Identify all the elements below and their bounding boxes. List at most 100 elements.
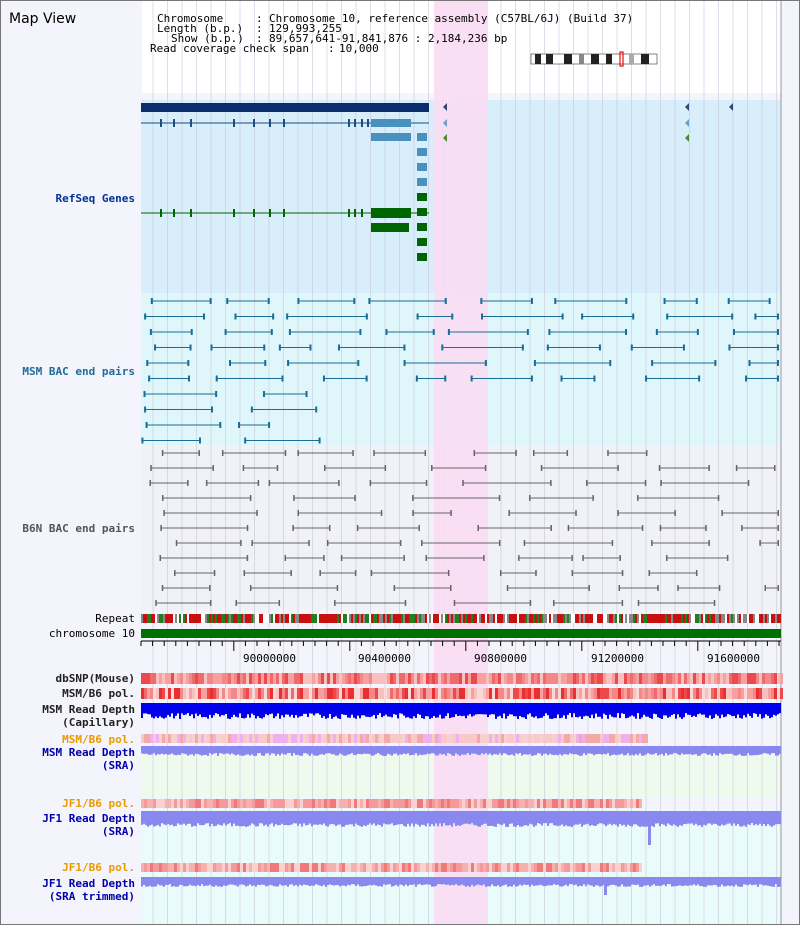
heat-cell	[675, 688, 678, 699]
heat-cell	[528, 734, 531, 743]
heat-cell	[327, 673, 330, 684]
repeat-block	[413, 614, 415, 623]
heat-cell	[609, 688, 612, 699]
b6n-bac-end	[187, 480, 189, 486]
repeat-block	[571, 614, 573, 623]
depth-bar	[723, 746, 725, 755]
depth-bar	[667, 811, 669, 824]
heat-cell	[366, 799, 369, 808]
repeat-block	[241, 614, 243, 623]
depth-bar	[579, 703, 581, 717]
heat-cell	[417, 734, 420, 743]
b6n-bac-end	[540, 465, 543, 471]
refseq-exon	[190, 209, 192, 217]
depth-bar	[253, 703, 255, 716]
heat-cell	[399, 863, 402, 872]
depth-bar	[297, 877, 299, 887]
depth-bar	[315, 811, 317, 825]
depth-bar	[463, 811, 465, 824]
depth-bar	[335, 703, 337, 717]
heat-cell	[534, 688, 537, 699]
track-label-b6n-bac[interactable]: B6N BAC end pairs	[22, 522, 135, 535]
depth-bar	[353, 746, 355, 755]
heat-cell	[294, 863, 297, 872]
depth-bar	[551, 811, 553, 824]
depth-bar	[343, 877, 345, 886]
repeat-block	[201, 614, 203, 623]
heat-cell	[357, 673, 360, 684]
depth-bar	[535, 811, 537, 826]
depth-bar	[737, 877, 739, 887]
depth-bar	[241, 877, 243, 885]
msm-bac-end	[777, 329, 779, 335]
msm-bac-end	[444, 298, 447, 304]
depth-bar	[431, 877, 433, 887]
repeat-block	[319, 614, 321, 623]
b6n-bac-end	[205, 480, 208, 486]
depth-bar	[725, 811, 727, 825]
chromosome-ideogram	[530, 51, 658, 67]
repeat-block	[159, 614, 161, 623]
b6n-bac-end	[586, 480, 588, 486]
refseq-exon	[371, 208, 411, 218]
heat-cell	[372, 799, 375, 808]
depth-bar	[657, 703, 659, 718]
b6n-bac-end	[550, 525, 552, 531]
b6n-bac-end	[477, 525, 479, 531]
heat-cell	[576, 863, 579, 872]
heat-cell	[411, 799, 414, 808]
depth-bar	[523, 877, 525, 885]
heat-cell	[318, 673, 321, 684]
heat-cell	[546, 673, 549, 684]
heat-cell	[309, 863, 312, 872]
depth-bar	[439, 877, 441, 885]
msm-bac-end	[187, 375, 190, 382]
depth-bar	[611, 877, 613, 885]
heat-cell	[249, 734, 252, 743]
msm-bac-end	[581, 313, 584, 320]
repeat-block	[425, 614, 427, 623]
depth-bar	[759, 877, 761, 885]
repeat-block	[283, 614, 285, 623]
msm-bac-end	[210, 406, 213, 413]
msm-bac-end	[777, 360, 779, 366]
heat-cell	[345, 799, 348, 808]
depth-bar	[147, 703, 149, 715]
depth-bar	[387, 811, 389, 825]
depth-bar	[425, 746, 427, 755]
depth-bar	[181, 811, 183, 825]
repeat-block	[677, 614, 679, 623]
track-label-refseq[interactable]: RefSeq Genes	[55, 192, 135, 205]
repeat-block	[235, 614, 237, 623]
depth-bar	[747, 746, 749, 754]
heat-cell	[600, 799, 603, 808]
track-label-msm-bac[interactable]: MSM BAC end pairs	[22, 365, 135, 378]
heat-cell	[534, 863, 537, 872]
depth-bar	[669, 703, 671, 717]
heat-cell	[201, 799, 204, 808]
heat-cell	[519, 734, 522, 743]
heat-cell	[504, 734, 507, 743]
depth-bar	[671, 746, 673, 755]
depth-bar	[697, 746, 699, 756]
heat-cell	[177, 673, 180, 684]
depth-bar	[679, 703, 681, 718]
heat-cell	[222, 863, 225, 872]
heat-cell	[258, 734, 261, 743]
heat-cell	[591, 799, 594, 808]
depth-bar	[365, 703, 367, 717]
depth-bar	[649, 703, 651, 718]
repeat-block	[427, 614, 429, 623]
heat-cell	[258, 799, 261, 808]
depth-bar	[659, 703, 661, 719]
depth-bar	[485, 746, 487, 754]
heat-cell	[510, 734, 513, 743]
depth-bar	[629, 746, 631, 756]
b6n-bac-end	[621, 600, 624, 606]
depth-bar	[453, 811, 455, 824]
repeat-block	[697, 614, 699, 623]
b6n-bac-end	[582, 555, 584, 561]
depth-bar	[217, 877, 219, 887]
depth-bar	[615, 703, 617, 718]
heat-cell	[522, 863, 525, 872]
